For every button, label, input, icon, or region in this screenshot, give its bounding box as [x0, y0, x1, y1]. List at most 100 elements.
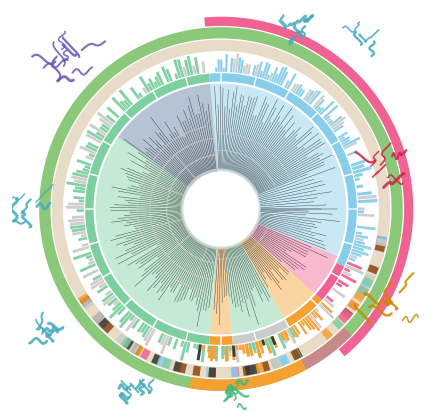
Polygon shape [258, 340, 263, 348]
Polygon shape [253, 331, 257, 341]
Polygon shape [286, 73, 297, 89]
Polygon shape [85, 155, 94, 161]
Polygon shape [353, 243, 372, 250]
Polygon shape [99, 282, 107, 288]
Polygon shape [344, 268, 351, 273]
Polygon shape [278, 354, 288, 366]
Polygon shape [152, 319, 158, 328]
Polygon shape [222, 346, 225, 355]
Polygon shape [208, 367, 216, 377]
Polygon shape [111, 97, 126, 112]
Polygon shape [364, 273, 375, 283]
Polygon shape [39, 27, 403, 391]
Polygon shape [271, 336, 276, 345]
Polygon shape [194, 57, 199, 74]
Polygon shape [80, 296, 92, 307]
Polygon shape [355, 234, 368, 239]
Polygon shape [160, 334, 167, 345]
Polygon shape [353, 291, 365, 302]
Polygon shape [237, 58, 241, 73]
Polygon shape [252, 65, 256, 76]
Polygon shape [211, 346, 215, 359]
Polygon shape [70, 222, 85, 226]
Polygon shape [98, 317, 110, 329]
Polygon shape [251, 364, 260, 375]
Polygon shape [245, 344, 250, 357]
Polygon shape [331, 116, 346, 128]
Polygon shape [374, 243, 385, 252]
Polygon shape [210, 84, 347, 220]
Polygon shape [196, 344, 199, 350]
Polygon shape [142, 87, 148, 94]
Polygon shape [376, 235, 387, 244]
Polygon shape [255, 341, 262, 358]
Polygon shape [115, 333, 127, 345]
Polygon shape [347, 299, 359, 311]
Polygon shape [302, 318, 312, 331]
Polygon shape [124, 112, 132, 120]
Polygon shape [217, 59, 220, 72]
Polygon shape [307, 89, 319, 103]
Polygon shape [66, 206, 84, 209]
Polygon shape [185, 331, 189, 341]
Polygon shape [220, 72, 222, 82]
Polygon shape [225, 54, 228, 72]
Polygon shape [182, 66, 187, 77]
Polygon shape [81, 243, 89, 247]
Polygon shape [79, 200, 84, 203]
Polygon shape [320, 101, 335, 115]
Polygon shape [256, 212, 346, 256]
Polygon shape [154, 76, 161, 87]
Polygon shape [358, 211, 364, 213]
Polygon shape [202, 345, 205, 351]
Polygon shape [352, 164, 365, 171]
Polygon shape [220, 60, 222, 72]
Polygon shape [311, 311, 318, 319]
Polygon shape [253, 77, 257, 87]
Polygon shape [232, 59, 236, 73]
Polygon shape [242, 65, 246, 74]
Polygon shape [316, 107, 321, 112]
Polygon shape [330, 272, 340, 278]
Polygon shape [251, 342, 256, 350]
Polygon shape [251, 342, 257, 353]
Polygon shape [206, 367, 214, 377]
Polygon shape [240, 234, 314, 318]
Polygon shape [132, 344, 143, 356]
Polygon shape [301, 327, 352, 370]
Polygon shape [286, 328, 297, 344]
Polygon shape [245, 344, 250, 354]
Polygon shape [197, 344, 202, 360]
Polygon shape [284, 319, 290, 328]
Polygon shape [138, 92, 143, 98]
Polygon shape [312, 309, 323, 321]
Polygon shape [264, 338, 272, 354]
Polygon shape [151, 354, 161, 365]
Polygon shape [73, 189, 85, 194]
Polygon shape [282, 330, 290, 341]
Polygon shape [166, 69, 173, 82]
Polygon shape [167, 336, 173, 346]
Polygon shape [293, 84, 300, 93]
Polygon shape [343, 137, 361, 148]
Polygon shape [330, 140, 340, 146]
Polygon shape [85, 133, 102, 144]
Polygon shape [340, 309, 352, 321]
Polygon shape [187, 176, 255, 242]
Polygon shape [231, 345, 236, 360]
Polygon shape [239, 344, 242, 350]
Polygon shape [362, 277, 373, 287]
Polygon shape [343, 173, 353, 177]
Polygon shape [357, 225, 376, 230]
Polygon shape [121, 336, 132, 349]
Polygon shape [125, 316, 138, 332]
Polygon shape [268, 337, 273, 344]
Polygon shape [68, 202, 84, 206]
Polygon shape [66, 181, 86, 187]
Polygon shape [273, 74, 278, 83]
Polygon shape [277, 333, 287, 349]
Polygon shape [354, 177, 360, 181]
Polygon shape [358, 207, 363, 211]
Polygon shape [141, 324, 148, 333]
Polygon shape [153, 81, 159, 88]
